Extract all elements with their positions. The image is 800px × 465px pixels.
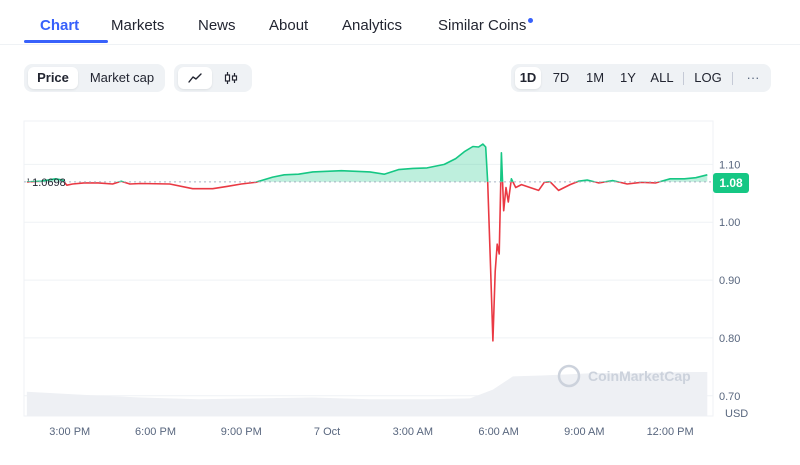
y-tick-label: 1.10	[719, 159, 740, 171]
price-chart[interactable]: 0.70 0.80 0.90 1.00 1.10 USD 3:00 PM 6:00 PM 9:0…	[0, 110, 800, 460]
price-toggle-button[interactable]: Price	[28, 67, 78, 89]
price-line-down	[26, 181, 663, 342]
x-tick-label: 7 Oct	[314, 426, 340, 438]
tab-chart[interactable]: Chart	[40, 17, 80, 34]
tab-similar-coins[interactable]: Similar Coins	[438, 17, 527, 34]
range-divider	[683, 72, 684, 85]
gain-area	[27, 144, 708, 182]
x-tick-label: 9:00 AM	[564, 426, 604, 438]
active-tab-underline	[24, 40, 108, 43]
y-tick-label: 0.90	[719, 275, 740, 287]
more-options-button[interactable]: ···	[746, 70, 760, 85]
tab-analytics[interactable]: Analytics	[342, 17, 403, 34]
x-tick-label: 6:00 AM	[478, 426, 518, 438]
chart-type-toggle	[174, 64, 252, 92]
tab-about[interactable]: About	[269, 17, 309, 34]
x-tick-label: 3:00 AM	[393, 426, 433, 438]
open-price-label: ’ 1.0698	[27, 177, 66, 189]
range-1y-button[interactable]: 1Y	[620, 70, 636, 85]
y-tick-label: 0.80	[719, 333, 740, 345]
range-1m-button[interactable]: 1M	[585, 70, 605, 85]
y-tick-label: 1.00	[719, 217, 740, 229]
market-cap-toggle-button[interactable]: Market cap	[89, 70, 155, 85]
new-indicator-dot	[528, 18, 533, 23]
coinmarketcap-watermark	[557, 364, 581, 388]
coinmarketcap-logo-icon	[557, 364, 581, 388]
x-tick-label: 9:00 PM	[221, 426, 262, 438]
candlestick-icon	[224, 72, 238, 84]
range-divider	[732, 72, 733, 85]
watermark-text: CoinMarketCap	[588, 368, 691, 384]
x-tick-label: 3:00 PM	[49, 426, 90, 438]
line-chart-icon	[188, 73, 202, 83]
tab-news[interactable]: News	[198, 17, 236, 34]
log-scale-button[interactable]: LOG	[694, 70, 722, 85]
tab-markets[interactable]: Markets	[111, 17, 165, 34]
x-tick-label: 12:00 PM	[647, 426, 694, 438]
range-1d-button[interactable]: 1D	[515, 67, 541, 89]
volume-area	[26, 372, 708, 416]
y-tick-label: 0.70	[719, 391, 740, 403]
metric-toggle: Price Market cap	[24, 64, 165, 92]
current-price-badge: 1.08	[713, 173, 749, 193]
range-all-button[interactable]: ALL	[650, 70, 674, 85]
time-range-toggle: 1D 7D 1M 1Y ALL LOG ···	[511, 64, 771, 92]
currency-label: USD	[725, 408, 748, 420]
x-tick-label: 6:00 PM	[135, 426, 176, 438]
price-chart-svg: 0.70 0.80 0.90 1.00 1.10 USD 3:00 PM 6:00 PM 9:0…	[23, 120, 748, 438]
range-7d-button[interactable]: 7D	[552, 70, 570, 85]
candlestick-chart-button[interactable]	[214, 67, 248, 89]
line-chart-button[interactable]	[178, 67, 212, 89]
price-line-up	[26, 143, 708, 182]
tab-bar: Chart Markets News About Analytics Simil…	[0, 0, 800, 45]
